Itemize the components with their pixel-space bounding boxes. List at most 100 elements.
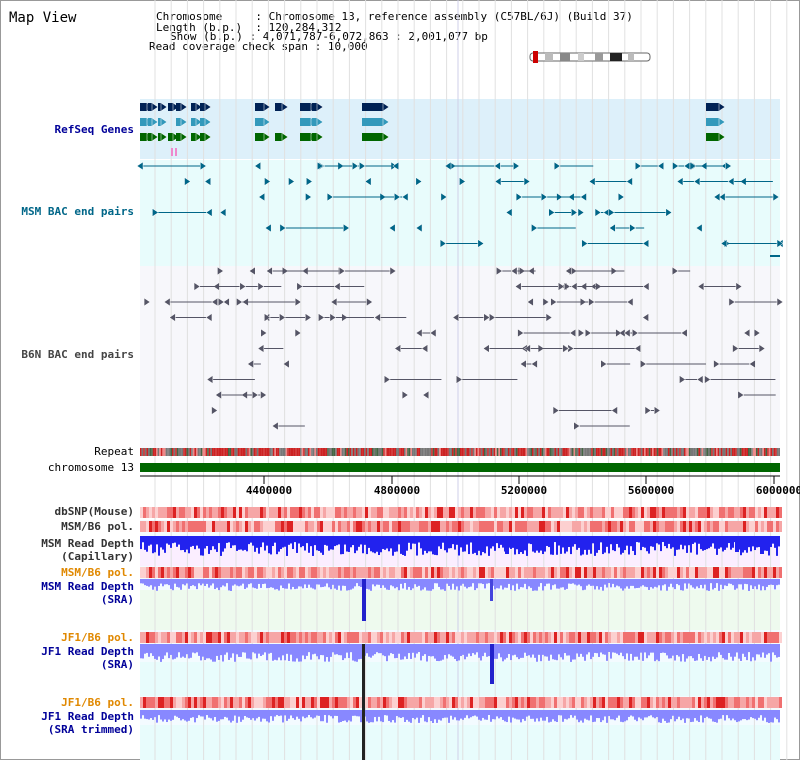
msm-sra-depth-bar [716,579,718,584]
repeat-element [744,448,747,456]
msm-pol-sra-cell [317,567,320,578]
jf1-sra-depth-bar [740,644,742,661]
jf1-pol-2-cell [737,697,740,708]
repeat-element [460,448,462,456]
msm-sra-depth-bar [168,579,170,586]
repeat-element [658,448,660,456]
msm-sra-depth-bar [474,579,476,591]
jf1-pol-1-cell [764,632,767,643]
msm-pol-cell [437,521,440,532]
msm-pol-cell [638,521,641,532]
repeat-element [554,448,556,456]
jf1-sra-depth-bar [512,644,514,656]
repeat-element [380,448,382,456]
msm-pol-cell [380,521,383,532]
msm-cap-depth-bar [646,536,648,552]
msm-pol-sra-cell [545,567,548,578]
b6n-bac-end [296,282,304,291]
jf1-pol-1-cell [362,632,365,643]
dbsnp-cell [407,507,410,518]
b6n-bac-end [415,328,423,338]
jf1-sra-depth-bar [180,644,182,658]
msm-sra-depth-bar [636,579,638,588]
msm-sra-depth-bar [668,579,670,587]
dbsnp-cell [644,507,647,518]
jf1-pol-2-cell [395,697,398,708]
msm-cap-depth-bar [386,536,388,549]
jf1-sra-trim-depth-bar [646,710,648,718]
jf1-sra-trim-depth-bar [438,710,440,720]
repeat-element [416,448,419,456]
jf1-sra-trim-depth-bar [692,710,694,722]
msm-pol-cell [626,521,629,532]
jf1-pol-2-cell [194,697,197,708]
jf1-pol-1-cell [581,632,584,643]
jf1-sra-depth-bar [150,644,152,654]
repeat-element [376,448,379,456]
msm-pol-cell [569,521,572,532]
jf1-pol-2-cell [683,697,686,708]
jf1-pol-1-cell [752,632,755,643]
repeat-element [260,448,262,456]
msm-sra-depth-bar [778,579,780,585]
msm-sra-depth-bar [400,579,402,584]
msm-pol-cell [545,521,548,532]
msm-pol-sra-cell [371,567,374,578]
jf1-sra-depth-bar [664,644,666,653]
msm-cap-depth-bar [374,536,376,554]
repeat-element [476,448,478,456]
jf1-pol-1-cell [695,632,698,643]
jf1-sra-depth-bar [208,644,210,659]
repeat-element [269,448,272,456]
jf1-sra-depth-bar [604,644,606,655]
jf1-pol-2-cell [149,697,152,708]
jf1-pol-1-cell [335,632,338,643]
msm-cap-depth-bar [468,536,470,555]
dbsnp-cell [767,507,770,518]
msm-pol-cell [551,521,554,532]
msm-sra-depth-bar [234,579,236,585]
msm-cap-depth-bar [450,536,452,549]
repeat-element [746,448,748,456]
b6n-bac-end [753,328,761,338]
jf1-sra-depth-bar [144,644,146,654]
jf1-sra-trim-depth-bar [634,710,636,720]
dbsnp-cell [509,507,512,518]
msm-sra-depth-bar [330,579,332,590]
gene-strand-arrow [263,117,271,127]
msm-cap-depth-bar [380,536,382,553]
jf1-sra-trim-depth-bar [308,710,310,716]
repeat-element [176,448,179,456]
msm-cap-depth-bar [688,536,690,546]
repeat-element [634,448,636,456]
msm-sra-depth-bar [736,579,738,589]
msm-sra-depth-bar [204,579,206,587]
jf1-sra-depth-bar [580,644,582,654]
jf1-pol-2-cell [509,697,512,708]
msm-pol-sra-cell [359,567,362,578]
dbsnp-cell [599,507,602,518]
msm-pol-cell [521,521,524,532]
msm-pol-cell [656,521,659,532]
jf1-sra-trim-depth-bar [754,710,756,719]
msm-cap-depth-bar [492,536,494,547]
jf1-pol-1-cell [575,632,578,643]
jf1-pol-1-cell [269,632,272,643]
jf1-pol-1-cell [608,632,611,643]
msm-pol-cell [452,521,455,532]
msm-pol-cell [329,521,332,532]
repeat-element [644,448,646,456]
jf1-sra-trim-depth-bar [368,710,370,723]
msm-pol-cell [650,521,653,532]
repeat-element [148,448,150,456]
msm-pol-cell [176,521,179,532]
jf1-sra-depth-bar [668,644,670,659]
b6n-bac-end [526,297,534,307]
b6n-bac-end [211,406,219,415]
repeat-element [298,448,300,456]
jf1-pol-1-cell [716,632,719,643]
jf1-sra-trim-depth-bar [644,710,646,718]
repeat-element [301,448,304,456]
repeat-element [436,448,438,456]
